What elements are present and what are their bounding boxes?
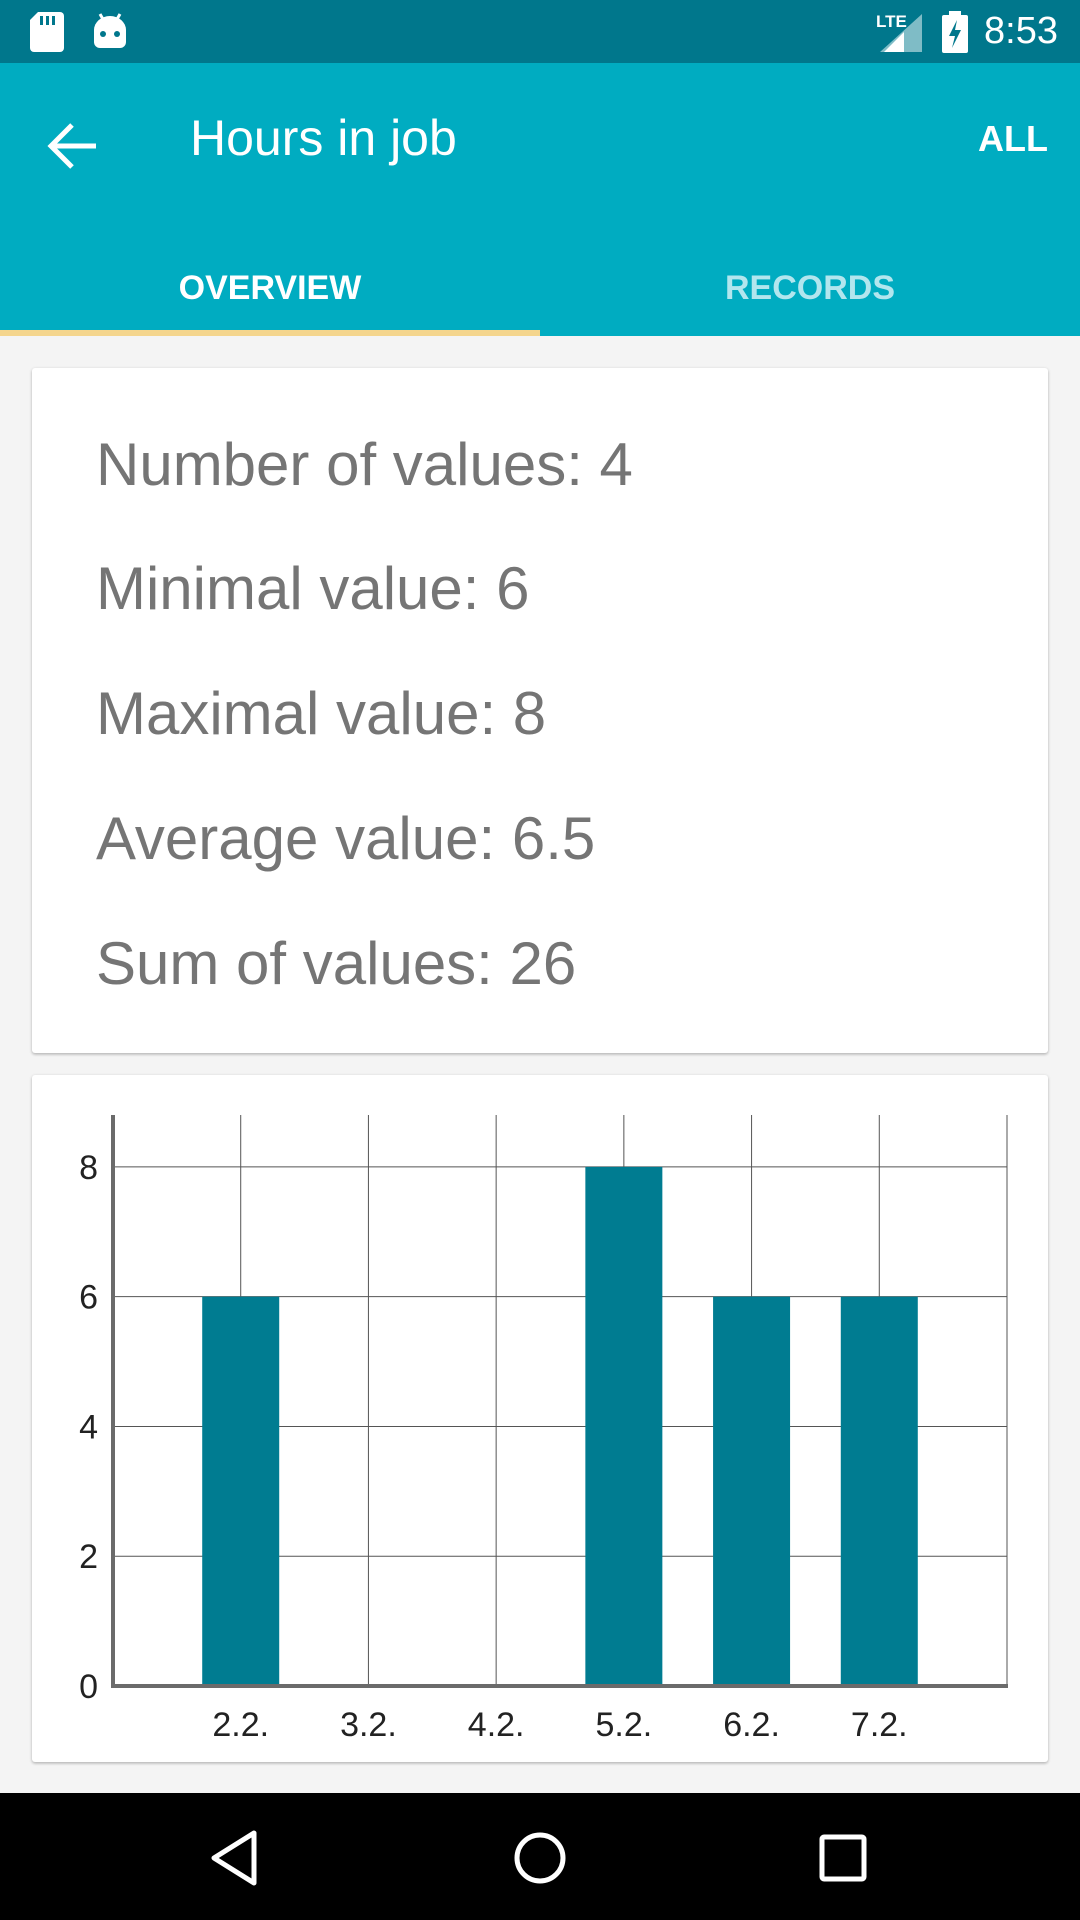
chart-card: 0 2 4 6 8 2.2. 3.2. 4.2. 5.2. 6.2. 7.2. — [32, 1075, 1048, 1762]
y-tick-label: 6 — [79, 1279, 98, 1317]
y-tick-label: 2 — [79, 1538, 98, 1576]
tab-overview[interactable]: OVERVIEW — [178, 269, 362, 307]
stat-count: Number of values: 4 — [96, 431, 633, 498]
status-time: 8:53 — [984, 10, 1058, 52]
back-triangle-icon[interactable] — [200, 1823, 270, 1893]
nav-bar — [0, 1793, 1080, 1920]
x-tick-label: 2.2. — [212, 1706, 269, 1744]
tab-records[interactable]: RECORDS — [724, 269, 896, 307]
stat-sum: Sum of values: 26 — [96, 930, 577, 997]
lte-label: LTE — [876, 12, 907, 31]
stat-max: Maximal value: 8 — [96, 680, 547, 747]
bar-chart: 0 2 4 6 8 2.2. 3.2. 4.2. 5.2. 6.2. 7.2. — [79, 1115, 1008, 1744]
x-tick-label: 3.2. — [340, 1706, 397, 1744]
tab-indicator — [0, 330, 540, 336]
lte-signal-icon — [880, 14, 922, 52]
stat-min: Minimal value: 6 — [96, 555, 530, 622]
x-tick-label: 5.2. — [595, 1706, 652, 1744]
stats-card: Number of values: 4 Minimal value: 6 Max… — [32, 368, 1048, 1053]
bar — [585, 1166, 663, 1686]
y-tick-label: 0 — [79, 1668, 98, 1706]
battery-charging-icon — [942, 11, 968, 53]
stat-average: Average value: 6.5 — [96, 805, 596, 872]
x-tick-label: 4.2. — [468, 1706, 525, 1744]
all-button[interactable]: ALL — [978, 118, 1048, 159]
status-bar: LTE 8:53 — [0, 0, 1080, 63]
recents-square-icon[interactable] — [808, 1823, 878, 1893]
bar — [713, 1296, 791, 1686]
x-tick-label: 7.2. — [851, 1706, 908, 1744]
y-tick-label: 4 — [79, 1408, 98, 1446]
bar — [840, 1296, 918, 1686]
arrow-back-icon[interactable] — [40, 111, 110, 181]
y-tick-label: 8 — [79, 1149, 98, 1187]
app-bar: Hours in job ALL OVERVIEW RECORDS — [0, 63, 1080, 336]
page-title: Hours in job — [190, 110, 457, 166]
bar — [202, 1296, 280, 1686]
home-circle-icon[interactable] — [505, 1823, 575, 1893]
x-tick-label: 6.2. — [723, 1706, 780, 1744]
sd-card-icon — [30, 12, 64, 52]
android-icon — [94, 13, 126, 48]
